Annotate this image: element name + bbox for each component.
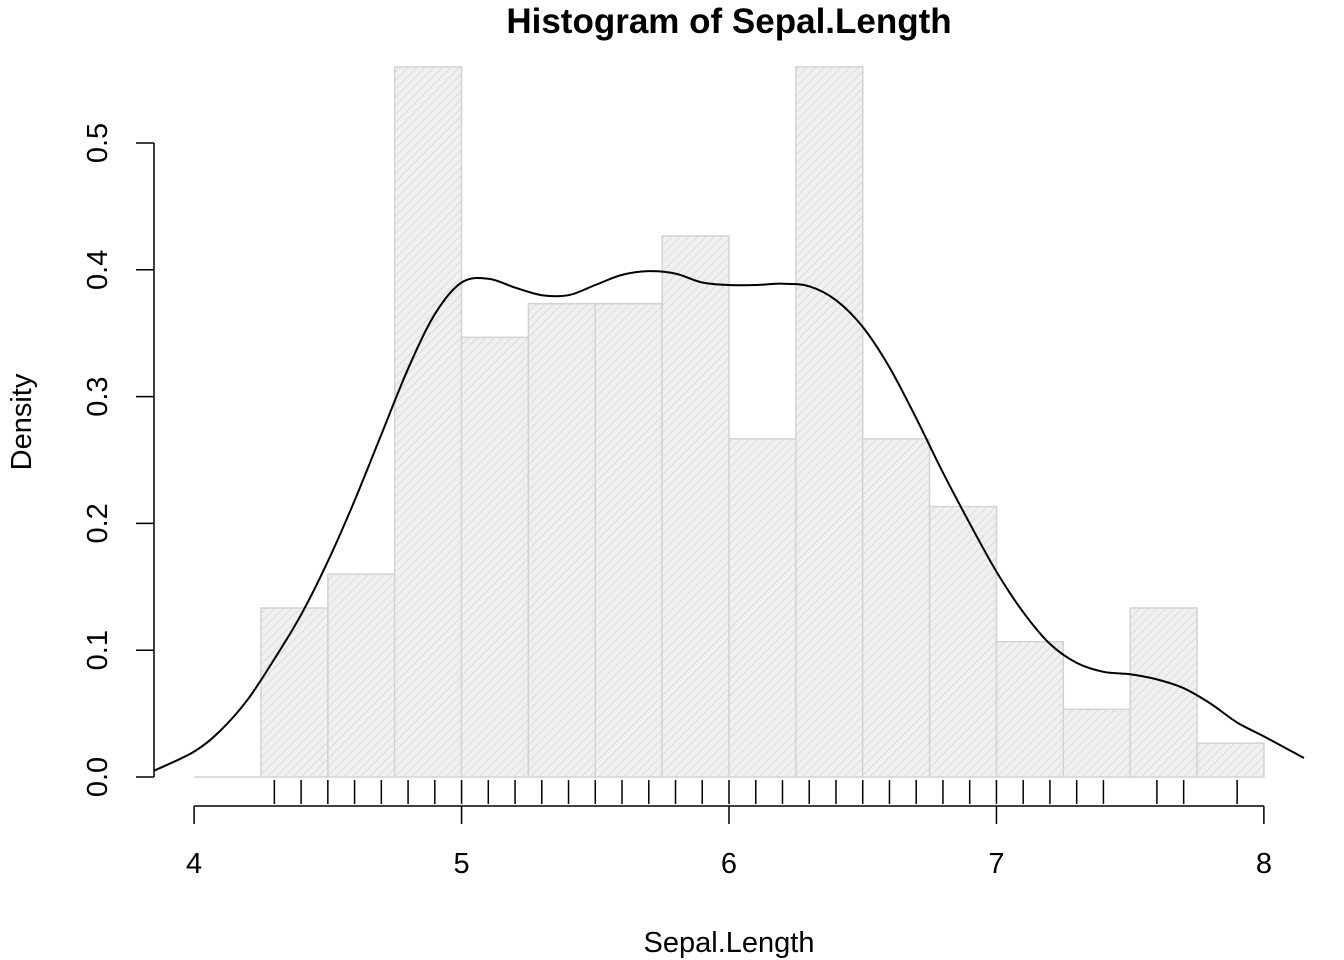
histogram-bar-2 <box>327 573 396 778</box>
y-tick-label: 0.2 <box>82 503 114 543</box>
histogram-bar-5 <box>527 302 597 778</box>
density-curve <box>153 270 1305 772</box>
x-tick-label: 8 <box>1256 848 1272 880</box>
histogram-bar-9 <box>795 66 864 778</box>
histogram-bar-4 <box>460 336 530 778</box>
histogram-bar-7 <box>661 235 730 778</box>
rug-marks <box>273 780 1238 804</box>
x-tick-label: 6 <box>721 848 737 880</box>
y-tick-label: 0.1 <box>82 630 114 670</box>
x-axis: 4 5 6 7 8 <box>186 805 1272 880</box>
chart-title: Histogram of Sepal.Length <box>506 2 951 41</box>
x-tick-label: 4 <box>186 848 202 880</box>
y-axis-label: Density <box>6 373 38 470</box>
histogram-bar-14 <box>1129 607 1198 778</box>
histogram-bars <box>194 66 1265 778</box>
histogram-bar-3 <box>393 66 463 778</box>
y-tick-label: 0.5 <box>82 123 114 163</box>
histogram-bar-12 <box>995 640 1065 778</box>
y-tick-label: 0.4 <box>82 250 114 290</box>
y-tick-label: 0.0 <box>82 757 114 797</box>
histogram-bar-15 <box>1196 742 1265 778</box>
x-tick-label: 5 <box>453 848 469 880</box>
x-axis-label: Sepal.Length <box>644 927 815 959</box>
histogram-bar-8 <box>728 438 797 778</box>
histogram-bar-13 <box>1062 708 1131 778</box>
y-tick-label: 0.3 <box>82 376 114 416</box>
histogram-bar-6 <box>594 302 663 778</box>
y-axis: 0.0 0.1 0.2 0.3 0.4 0.5 <box>82 123 155 797</box>
x-tick-label: 7 <box>988 848 1004 880</box>
histogram-bar-1 <box>260 607 329 778</box>
histogram-bar-11 <box>928 505 998 778</box>
density-curve-layer <box>153 270 1305 772</box>
histogram-bar-10 <box>861 438 931 778</box>
